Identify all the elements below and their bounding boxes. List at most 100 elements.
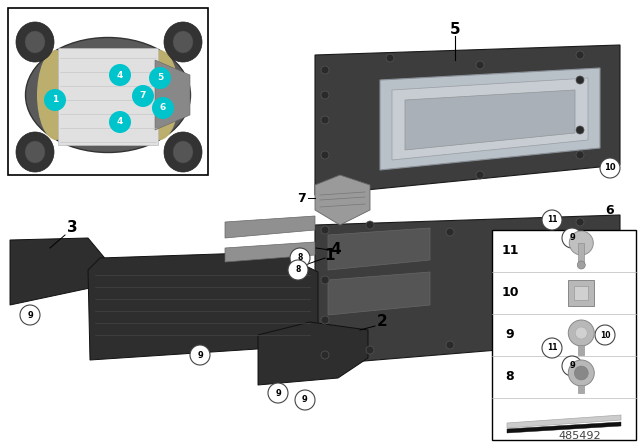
Text: 10: 10 <box>501 287 519 300</box>
Circle shape <box>109 111 131 133</box>
Circle shape <box>595 325 615 345</box>
Circle shape <box>321 316 329 324</box>
Text: 10: 10 <box>600 331 611 340</box>
Polygon shape <box>88 252 318 360</box>
Circle shape <box>268 383 288 403</box>
Circle shape <box>366 346 374 354</box>
Text: 9: 9 <box>569 362 575 370</box>
Text: 8: 8 <box>298 254 303 263</box>
Text: 7: 7 <box>298 191 307 204</box>
Circle shape <box>366 221 374 229</box>
Text: 4: 4 <box>117 70 123 79</box>
Circle shape <box>576 151 584 159</box>
Text: 9: 9 <box>506 328 515 341</box>
Circle shape <box>290 248 310 268</box>
Circle shape <box>600 158 620 178</box>
Ellipse shape <box>37 50 75 140</box>
Circle shape <box>476 61 484 69</box>
Bar <box>579 385 584 393</box>
Circle shape <box>152 97 174 119</box>
Text: 485492: 485492 <box>559 431 602 441</box>
Polygon shape <box>315 215 620 365</box>
Ellipse shape <box>164 132 202 172</box>
Text: 6: 6 <box>160 103 166 112</box>
Polygon shape <box>58 48 158 145</box>
Circle shape <box>295 390 315 410</box>
Bar <box>568 280 595 306</box>
Circle shape <box>576 126 584 134</box>
Circle shape <box>321 116 329 124</box>
Polygon shape <box>10 238 108 305</box>
Text: 9: 9 <box>275 388 281 397</box>
Circle shape <box>190 345 210 365</box>
Ellipse shape <box>26 38 191 152</box>
Ellipse shape <box>173 31 193 53</box>
Polygon shape <box>328 272 430 315</box>
Text: 11: 11 <box>501 245 519 258</box>
Polygon shape <box>155 60 190 130</box>
Circle shape <box>562 228 582 248</box>
Circle shape <box>288 260 308 280</box>
Bar <box>574 286 588 300</box>
Ellipse shape <box>25 31 45 53</box>
Polygon shape <box>507 422 621 433</box>
Polygon shape <box>225 242 315 262</box>
Circle shape <box>576 51 584 59</box>
Ellipse shape <box>164 22 202 62</box>
Polygon shape <box>392 78 588 160</box>
Text: 3: 3 <box>67 220 77 236</box>
Bar <box>8 8 208 175</box>
Circle shape <box>542 210 562 230</box>
Circle shape <box>542 338 562 358</box>
Text: 9: 9 <box>197 350 203 359</box>
Circle shape <box>109 64 131 86</box>
Circle shape <box>576 76 584 84</box>
Circle shape <box>576 218 584 226</box>
Polygon shape <box>225 216 315 238</box>
Polygon shape <box>328 228 430 270</box>
Circle shape <box>44 89 66 111</box>
Polygon shape <box>258 322 368 385</box>
Bar <box>492 230 636 440</box>
Text: 7: 7 <box>140 91 146 100</box>
Ellipse shape <box>141 50 179 140</box>
Circle shape <box>20 305 40 325</box>
Circle shape <box>574 366 588 380</box>
Circle shape <box>321 151 329 159</box>
Circle shape <box>446 341 454 349</box>
Circle shape <box>321 276 329 284</box>
Text: 8: 8 <box>295 266 301 275</box>
Circle shape <box>576 331 584 339</box>
Polygon shape <box>315 45 620 195</box>
Text: 2: 2 <box>376 314 387 329</box>
Text: 8: 8 <box>506 370 515 383</box>
Polygon shape <box>315 175 370 225</box>
Text: 10: 10 <box>604 164 616 172</box>
Bar <box>579 243 584 265</box>
Circle shape <box>446 228 454 236</box>
Circle shape <box>562 356 582 376</box>
Circle shape <box>132 85 154 107</box>
Circle shape <box>149 67 171 89</box>
Circle shape <box>577 261 585 269</box>
Circle shape <box>476 171 484 179</box>
Text: 6: 6 <box>605 203 614 216</box>
Circle shape <box>321 91 329 99</box>
Circle shape <box>576 306 584 314</box>
Circle shape <box>321 66 329 74</box>
Circle shape <box>386 54 394 62</box>
Ellipse shape <box>16 22 54 62</box>
Circle shape <box>575 327 588 339</box>
Circle shape <box>568 360 595 386</box>
Text: 5: 5 <box>450 22 460 38</box>
Ellipse shape <box>25 141 45 163</box>
Polygon shape <box>507 415 621 428</box>
Circle shape <box>321 351 329 359</box>
Circle shape <box>568 320 595 346</box>
Polygon shape <box>405 90 575 150</box>
Text: 9: 9 <box>569 233 575 242</box>
Ellipse shape <box>16 132 54 172</box>
Text: 4: 4 <box>331 242 341 258</box>
Text: 5: 5 <box>157 73 163 82</box>
Text: 1: 1 <box>52 95 58 104</box>
